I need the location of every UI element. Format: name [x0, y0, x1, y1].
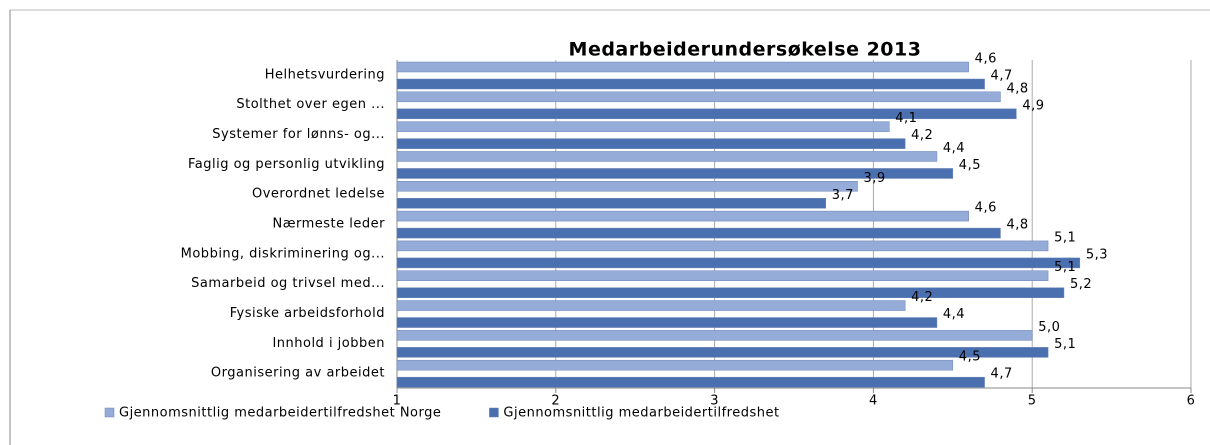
data-label: 4,7 [991, 367, 1013, 382]
data-label: 4,4 [943, 141, 965, 156]
data-label: 4,8 [1006, 81, 1028, 96]
y-tick-label: Nærmeste leder [273, 217, 386, 232]
bar [396, 78, 985, 90]
data-label: 5,0 [1038, 320, 1060, 335]
bar [396, 376, 985, 388]
bar [396, 347, 1049, 358]
y-tick-label: Innhold i jobben [272, 336, 385, 351]
data-label: 4,6 [975, 52, 997, 67]
y-tick-label: Faglig og personlig utvikling [188, 157, 385, 172]
bar [396, 317, 938, 328]
data-label: 4,2 [911, 290, 933, 305]
data-label: 4,4 [943, 307, 965, 322]
data-label: 4,2 [911, 128, 933, 143]
data-label: 5,1 [1054, 230, 1076, 245]
y-tick-label: Organisering av arbeidet [211, 366, 385, 381]
bar [396, 359, 954, 371]
data-label: 5,1 [1054, 337, 1076, 352]
bar [396, 61, 969, 73]
bar [396, 168, 954, 179]
y-tick-label: Systemer for lønns- og... [212, 127, 385, 142]
x-tick-label: 6 [1187, 394, 1196, 409]
y-tick-label: Fysiske arbeidsforhold [230, 306, 385, 321]
bar [396, 181, 858, 192]
legend-label: Gjennomsnittlig medarbeidertilfredshet N… [119, 406, 441, 421]
data-label: 4,6 [975, 201, 997, 216]
legend-label: Gjennomsnittlig medarbeidertilfredshet [503, 406, 779, 421]
legend-swatch [104, 407, 115, 418]
data-label: 5,2 [1070, 277, 1092, 292]
data-label: 4,7 [991, 69, 1013, 84]
y-tick-label: Overordnet ledelse [252, 187, 385, 202]
x-tick-label: 4 [869, 394, 878, 409]
data-label: 4,9 [1022, 98, 1044, 113]
data-label: 4,5 [959, 158, 981, 173]
bar [396, 287, 1065, 298]
bar [396, 108, 1017, 120]
bar [396, 257, 1081, 269]
bar [396, 227, 1001, 239]
bar [396, 330, 1033, 341]
chart-title: Medarbeiderundersøkelse 2013 [569, 39, 922, 61]
data-label: 5,3 [1086, 247, 1108, 262]
bar [396, 300, 906, 311]
bar [396, 270, 1049, 281]
y-tick-label: Mobbing, diskriminering og... [181, 246, 385, 261]
bar [396, 138, 906, 149]
bar [396, 198, 827, 209]
data-label: 3,7 [832, 188, 854, 203]
data-label: 4,5 [959, 350, 981, 365]
legend-swatch [489, 407, 499, 418]
y-tick-label: Samarbeid og trivsel med... [191, 276, 385, 291]
x-tick-label: 3 [710, 394, 719, 409]
y-tick-label: Stolthet over egen ... [236, 97, 385, 112]
x-tick-label: 5 [1028, 394, 1037, 409]
data-label: 3,9 [864, 171, 886, 186]
data-label: 4,8 [1006, 218, 1028, 233]
bar [396, 91, 1001, 103]
x-tick-label: 1 [393, 394, 402, 409]
x-tick-label: 2 [551, 394, 560, 409]
data-label: 4,1 [895, 111, 917, 126]
bar [396, 121, 890, 132]
bar [396, 210, 969, 222]
bar [396, 240, 1049, 252]
data-label: 5,1 [1054, 260, 1076, 275]
y-tick-label: Helhetsvurdering [265, 67, 385, 82]
bar [396, 151, 938, 162]
